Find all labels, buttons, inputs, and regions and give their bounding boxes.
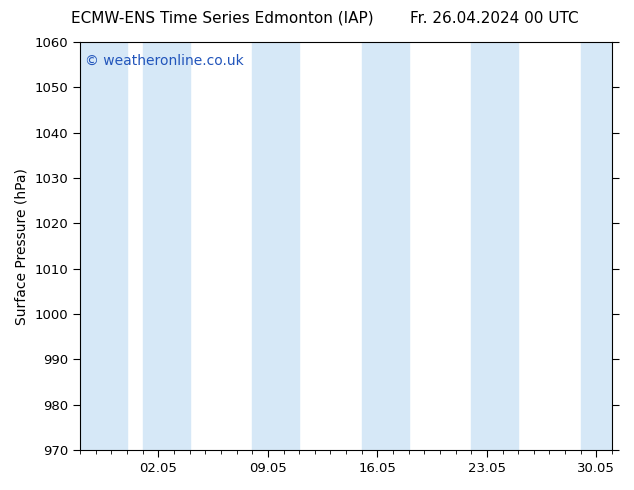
Bar (581, 42, 612, 450)
Bar (362, 42, 409, 450)
Text: Fr. 26.04.2024 00 UTC: Fr. 26.04.2024 00 UTC (410, 11, 579, 26)
Bar (143, 42, 190, 450)
Text: ECMW-ENS Time Series Edmonton (IAP): ECMW-ENS Time Series Edmonton (IAP) (70, 11, 373, 26)
Bar (252, 42, 299, 450)
Y-axis label: Surface Pressure (hPa): Surface Pressure (hPa) (15, 168, 29, 324)
Bar (471, 42, 518, 450)
Bar (80, 42, 127, 450)
Text: © weatheronline.co.uk: © weatheronline.co.uk (86, 54, 244, 68)
